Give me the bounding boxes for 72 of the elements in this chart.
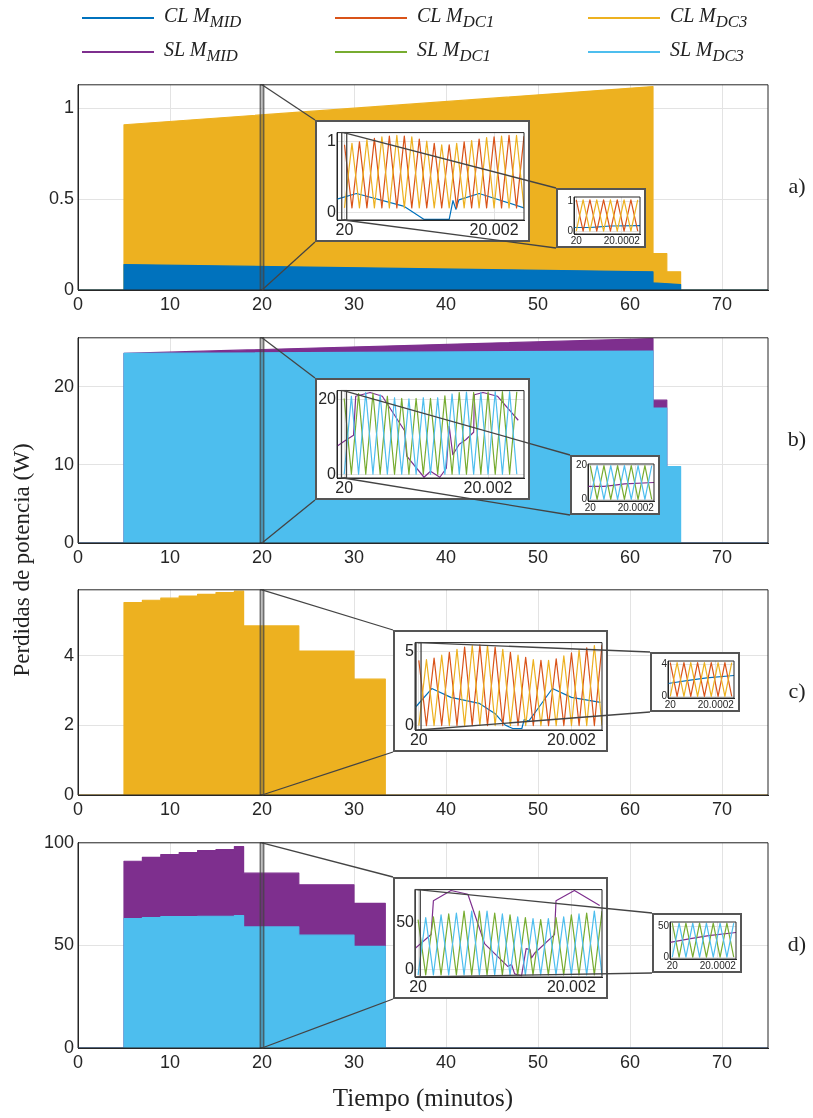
x-tick-label: 40 [435, 293, 457, 314]
text: a) [788, 173, 806, 199]
x-tick-label: 30 [343, 1051, 365, 1072]
y-tick-label: 20 [53, 375, 74, 396]
y-tick-label: 0 [63, 783, 74, 804]
legend-label: CL M$_{DC1}$ [417, 4, 495, 32]
legend-label: SL M$_{MID}$ [164, 38, 238, 66]
y-tick-label: 100 [43, 831, 74, 852]
x-tick-label: 50 [527, 1051, 549, 1072]
x-tick-label: 20.002 [546, 978, 596, 996]
x-tick-label: 70 [711, 546, 733, 567]
x-tick-label: 20.0002 [697, 698, 735, 710]
x-tick-label: 60 [619, 1051, 641, 1072]
x-tick-label: 30 [343, 546, 365, 567]
text: c) [788, 678, 806, 704]
x-tick-label: 20 [251, 546, 273, 567]
y-tick-label: 0 [63, 278, 74, 299]
y-tick-label: 0 [327, 464, 337, 482]
y-tick-label: 20 [318, 389, 337, 407]
y-tick-label: 5 [405, 641, 415, 659]
y-tick-label: 4 [63, 644, 74, 665]
x-tick-label: 50 [527, 798, 549, 819]
y-tick-label: 50 [53, 934, 74, 955]
text: b) [787, 426, 807, 452]
y-tick-label: 4 [661, 657, 668, 669]
x-tick-label: 50 [527, 546, 549, 567]
x-tick-label: 20.0002 [699, 959, 737, 971]
legend-label: CL M$_{DC3}$ [670, 4, 748, 32]
x-tick-label: 20 [251, 1051, 273, 1072]
y-tick-label: 0 [663, 950, 670, 962]
x-tick-label: 70 [711, 293, 733, 314]
x-tick-label: 10 [159, 1051, 181, 1072]
x-tick-label: 40 [435, 1051, 457, 1072]
x-axis-title: Tiempo (minutos) [332, 1083, 514, 1112]
x-tick-label: 20.002 [463, 479, 513, 497]
y-tick-label: 2 [63, 714, 74, 735]
y-tick-label: 1 [63, 97, 74, 118]
y-tick-label: 50 [396, 912, 415, 930]
x-tick-label: 70 [711, 1051, 733, 1072]
y-axis-title: Perdidas de potencia (W) [9, 443, 35, 677]
x-tick-label: 60 [619, 546, 641, 567]
x-tick-label: 40 [435, 546, 457, 567]
y-tick-label: 0 [661, 690, 668, 702]
x-tick-label: 20.002 [469, 221, 519, 239]
y-tick-label: 1 [567, 195, 574, 207]
legend-label: CL M$_{MID}$ [164, 4, 242, 32]
x-tick-label: 60 [619, 293, 641, 314]
x-tick-label: 20.0002 [617, 501, 655, 513]
x-tick-label: 70 [711, 798, 733, 819]
x-tick-label: 10 [159, 293, 181, 314]
x-tick-label: 60 [619, 798, 641, 819]
y-tick-label: 0 [327, 203, 337, 221]
x-tick-label: 20.002 [547, 731, 597, 749]
y-tick-label: 1 [327, 131, 337, 149]
legend-label: SL M$_{DC3}$ [670, 38, 744, 66]
y-tick-label: 0 [63, 531, 74, 552]
y-tick-label: 0 [405, 715, 415, 733]
x-tick-label: 30 [343, 293, 365, 314]
y-tick-label: 10 [53, 453, 74, 474]
x-tick-label: 30 [343, 798, 365, 819]
x-tick-label: 20.0002 [603, 234, 641, 246]
y-tick-label: 50 [657, 920, 670, 932]
x-tick-label: 10 [159, 546, 181, 567]
x-tick-label: 20 [251, 798, 273, 819]
x-tick-label: 50 [527, 293, 549, 314]
text: d) [787, 931, 807, 957]
x-tick-label: 10 [159, 798, 181, 819]
y-tick-label: 0.5 [48, 188, 74, 209]
y-tick-label: 0 [63, 1036, 74, 1057]
legend-label: SL M$_{DC1}$ [417, 38, 491, 66]
x-tick-label: 40 [435, 798, 457, 819]
x-tick-label: 20 [251, 293, 273, 314]
